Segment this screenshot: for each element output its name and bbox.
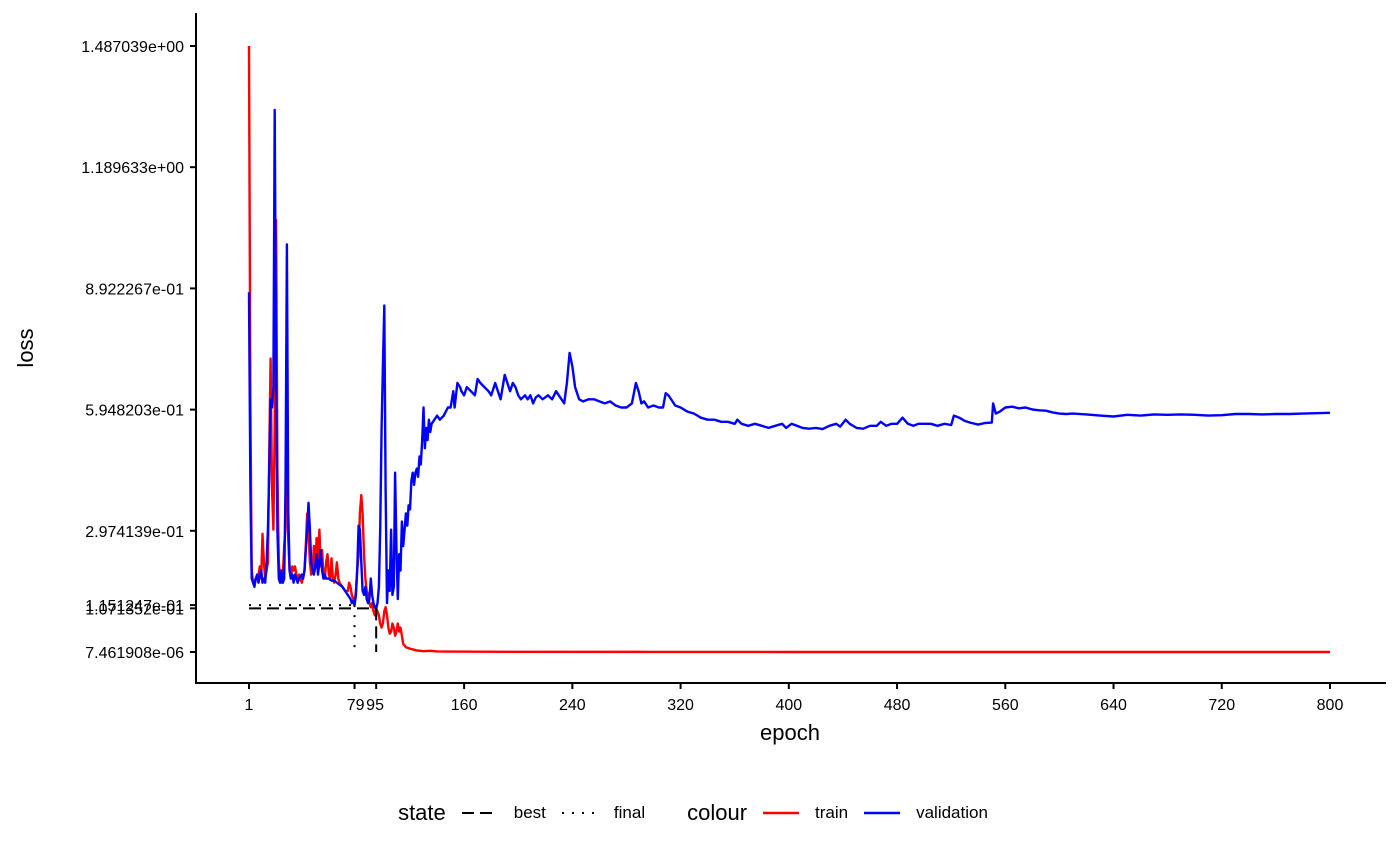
dashed-line-icon	[460, 803, 500, 823]
y-tick-label: 7.461908e-06	[85, 645, 184, 662]
validation-line-icon	[862, 803, 902, 823]
legend-label-validation: validation	[916, 803, 988, 822]
x-tick-label: 160	[451, 697, 478, 714]
legend-label-train: train	[815, 803, 849, 822]
legend-label-best: best	[513, 803, 546, 822]
x-axis-ticks: 1 79 95 160 240 320 400 480 560 640 720 800	[245, 683, 1344, 714]
legend-colour: colour train validation	[687, 800, 1002, 826]
x-tick-label: 400	[775, 697, 802, 714]
x-tick-label: 79	[347, 697, 365, 714]
y-axis-ticks: 1.487039e+00 1.189633e+00 8.922267e-01 5.94…	[81, 39, 196, 662]
x-tick-label: 720	[1208, 697, 1235, 714]
legend-state: state best final	[398, 800, 659, 826]
x-tick-label: 800	[1317, 697, 1344, 714]
legend-label-final: final	[613, 803, 646, 822]
series-layer	[247, 45, 1331, 654]
legend: state best final colour train validatio	[0, 795, 1400, 831]
series-validation	[247, 108, 1331, 610]
y-tick-label: 1.189633e+00	[81, 160, 184, 177]
y-tick-label: 1.487039e+00	[81, 39, 184, 56]
legend-item-train: train	[761, 803, 848, 823]
legend-item-final: final	[560, 803, 645, 823]
x-tick-label: 1	[245, 697, 254, 714]
y-tick-label: 1.071352e-01	[85, 601, 184, 618]
dotted-line-icon	[560, 803, 600, 823]
x-tick-label: 560	[992, 697, 1019, 714]
y-axis-title: loss	[13, 328, 38, 367]
y-tick-label: 8.922267e-01	[85, 281, 184, 298]
legend-state-title: state	[398, 800, 446, 825]
x-tick-label: 480	[884, 697, 911, 714]
legend-item-best: best	[460, 803, 546, 823]
legend-colour-title: colour	[687, 800, 748, 825]
series-train	[247, 45, 1330, 654]
legend-item-validation: validation	[862, 803, 988, 823]
x-tick-label: 320	[667, 697, 694, 714]
x-tick-label: 240	[559, 697, 586, 714]
y-tick-label: 1.151247e-01	[85, 598, 184, 615]
x-axis-title: epoch	[760, 720, 820, 745]
x-tick-label: 640	[1100, 697, 1127, 714]
x-tick-label: 95	[366, 697, 384, 714]
y-tick-label: 2.974139e-01	[85, 524, 184, 541]
reference-lines	[249, 604, 378, 652]
train-line-icon	[761, 803, 801, 823]
y-tick-label: 5.948203e-01	[85, 403, 184, 420]
